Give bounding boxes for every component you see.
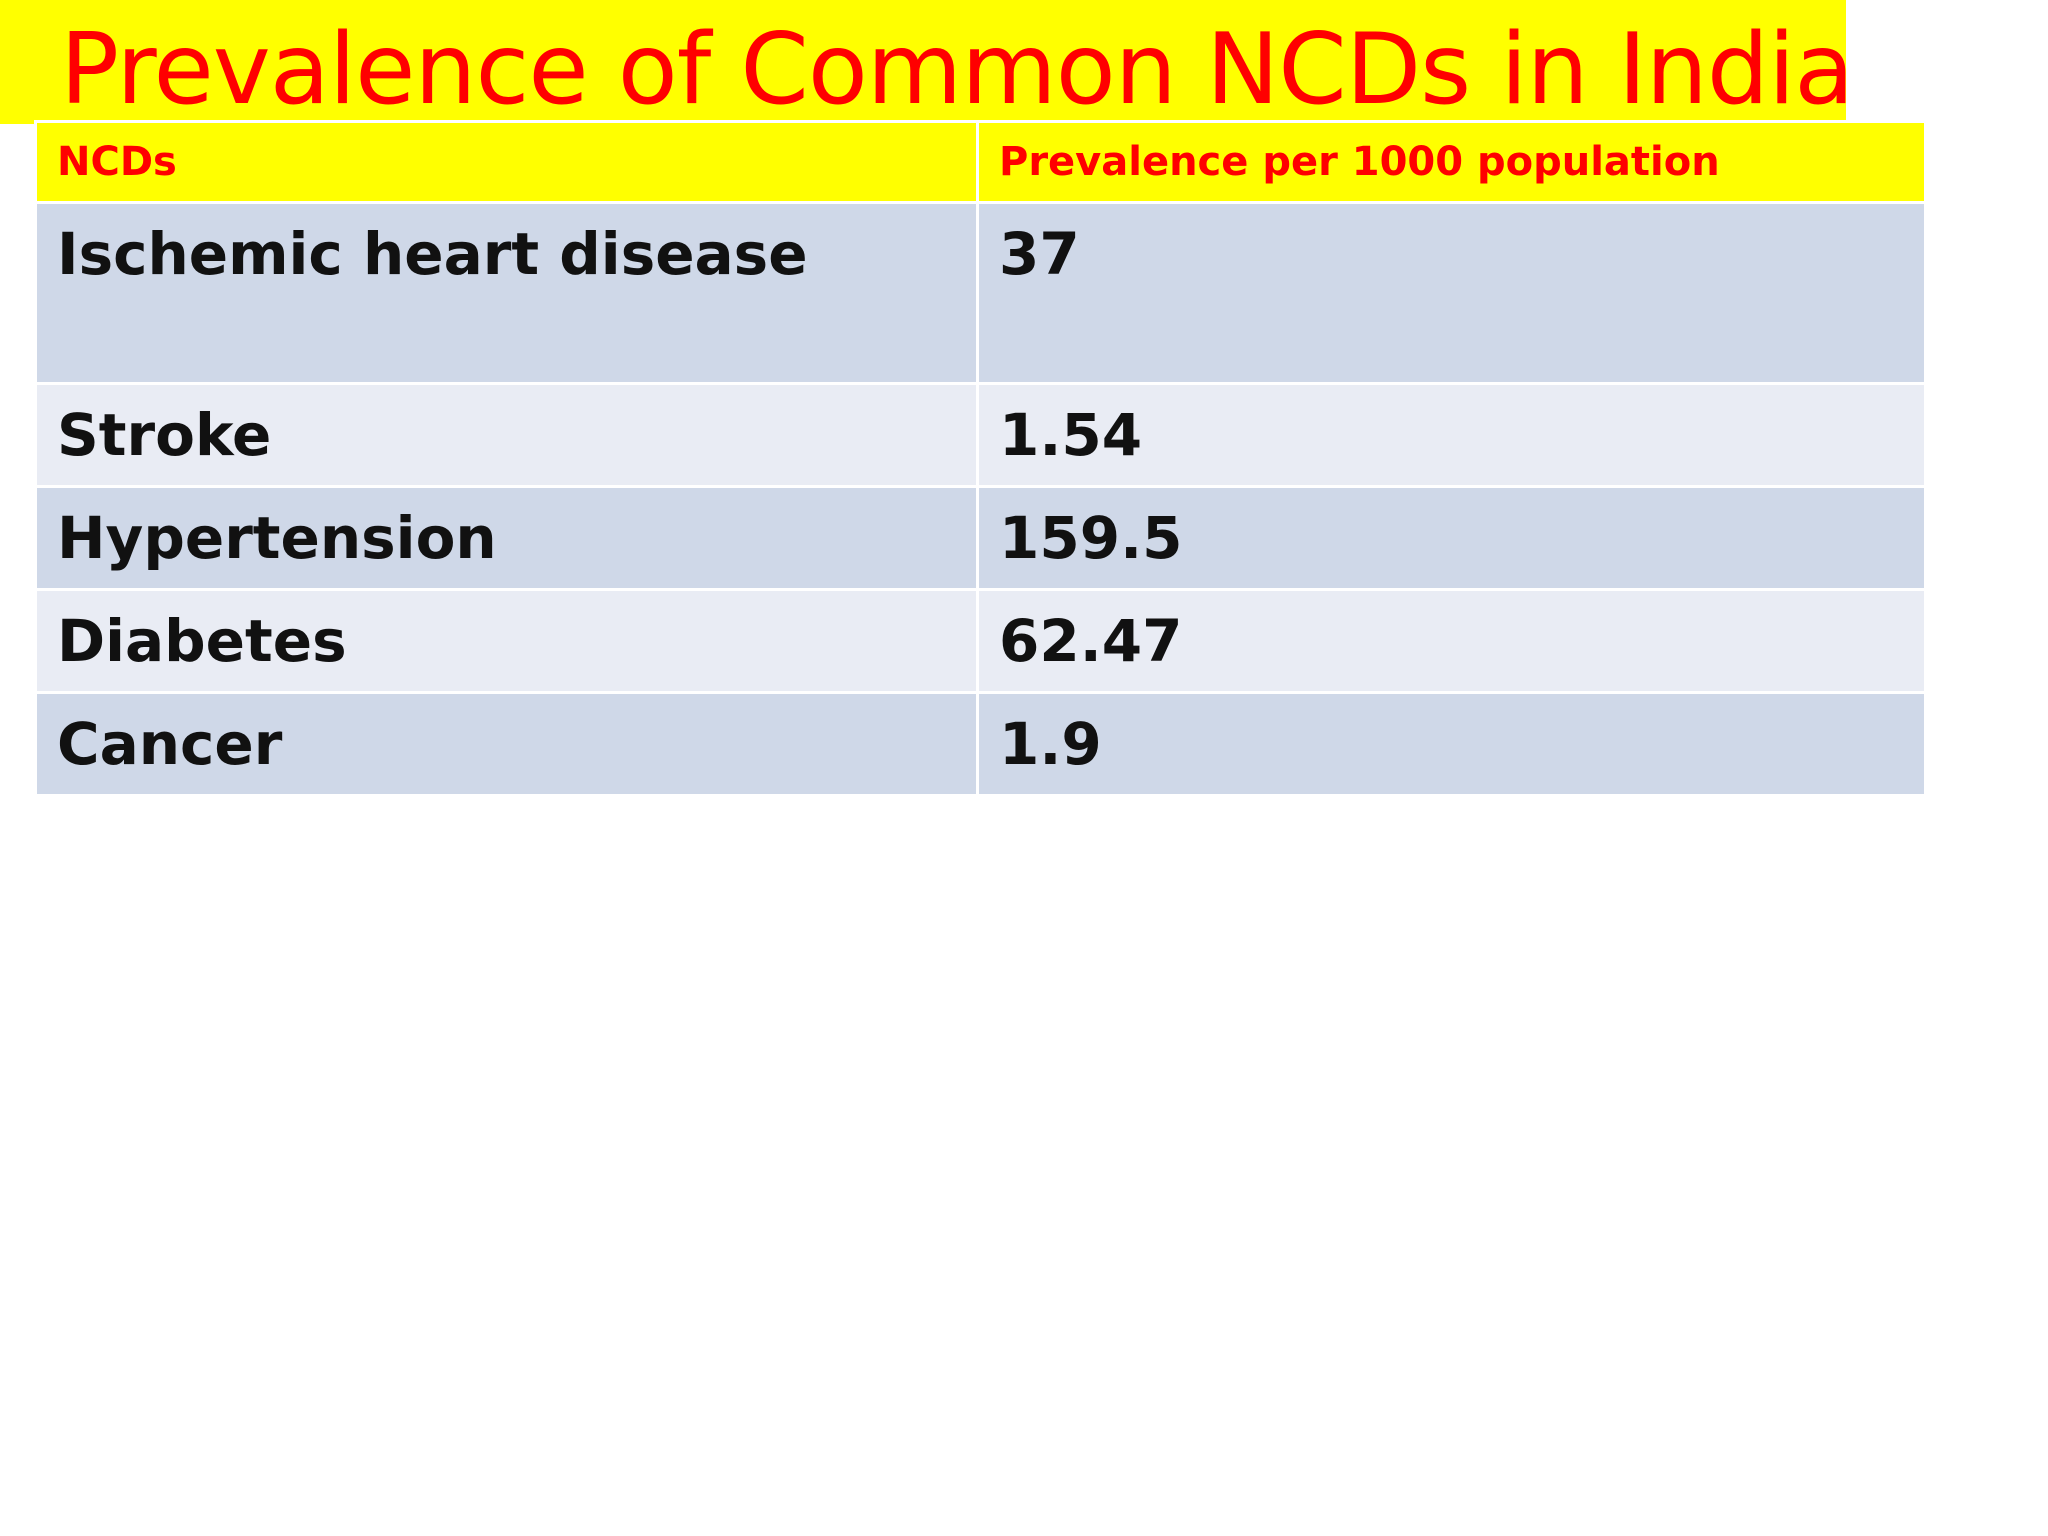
slide-title: Prevalence of Common NCDs in India <box>60 13 1854 127</box>
cell-ncd-name: Hypertension <box>34 485 979 591</box>
table-row: Ischemic heart disease 37 <box>34 201 1927 385</box>
cell-ncd-name: Diabetes <box>34 588 979 694</box>
table-row: Stroke 1.54 <box>34 382 1927 488</box>
table-row: Hypertension 159.5 <box>34 485 1927 591</box>
cell-ncd-name: Stroke <box>34 382 979 488</box>
cell-prevalence: 159.5 <box>976 485 1927 591</box>
cell-prevalence: 62.47 <box>976 588 1927 694</box>
cell-prevalence: 1.9 <box>976 691 1927 797</box>
table-row: Diabetes 62.47 <box>34 588 1927 694</box>
cell-ncd-name: Ischemic heart disease <box>34 201 979 385</box>
cell-prevalence: 37 <box>976 201 1927 385</box>
title-banner <box>0 0 1846 124</box>
table-row: Cancer 1.9 <box>34 691 1927 797</box>
cell-ncd-name: Cancer <box>34 691 979 797</box>
table-header-row: NCDs Prevalence per 1000 population <box>34 120 1927 204</box>
header-ncds: NCDs <box>34 120 979 204</box>
ncd-prevalence-table: NCDs Prevalence per 1000 population Isch… <box>34 120 1927 797</box>
header-prevalence: Prevalence per 1000 population <box>976 120 1927 204</box>
cell-prevalence: 1.54 <box>976 382 1927 488</box>
